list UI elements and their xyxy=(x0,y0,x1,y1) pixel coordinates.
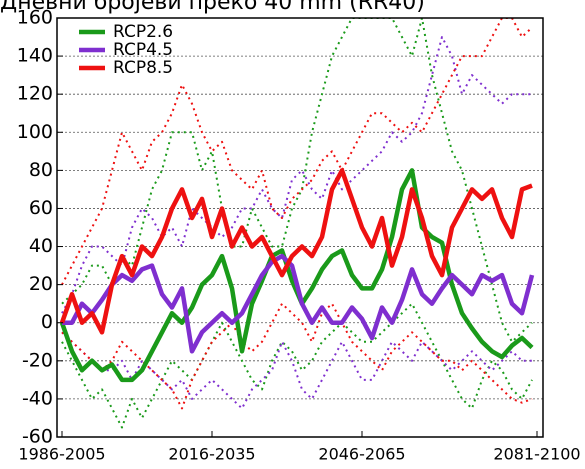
range-lower xyxy=(61,302,533,429)
range-upper xyxy=(61,18,533,286)
range-upper xyxy=(61,18,533,343)
y-tick-label: 20 xyxy=(29,273,53,295)
series-line xyxy=(59,168,533,335)
y-tick-label: -20 xyxy=(22,349,53,371)
x-tick-label: 2081-2100 xyxy=(493,445,580,464)
range-upper xyxy=(61,36,532,314)
chart-title: Дневни бројеви преко 40 mm (RR40) xyxy=(0,0,425,15)
series-line xyxy=(62,253,535,354)
y-tick-label: 100 xyxy=(17,121,53,143)
range-lower xyxy=(61,302,533,410)
y-tick-label: 60 xyxy=(29,197,53,219)
legend-label: RCP8.5 xyxy=(113,58,173,78)
plot-frame xyxy=(56,17,544,438)
x-tick-label: 2046-2065 xyxy=(318,445,405,464)
y-tick-label: 120 xyxy=(17,83,53,105)
y-tick-label: -60 xyxy=(22,426,53,448)
legend-label: RCP4.5 xyxy=(113,40,173,60)
y-tick-label: -40 xyxy=(22,387,53,409)
y-tick-label: 160 xyxy=(17,7,53,29)
x-tick-label: 1986-2005 xyxy=(18,445,105,464)
legend-label: RCP2.6 xyxy=(113,22,173,42)
y-tick-label: 40 xyxy=(29,235,53,257)
y-tick-label: 0 xyxy=(41,311,53,333)
y-tick-label: 80 xyxy=(29,159,53,181)
x-tick-label: 2016-2035 xyxy=(168,445,255,464)
y-tick-label: 140 xyxy=(17,45,53,67)
